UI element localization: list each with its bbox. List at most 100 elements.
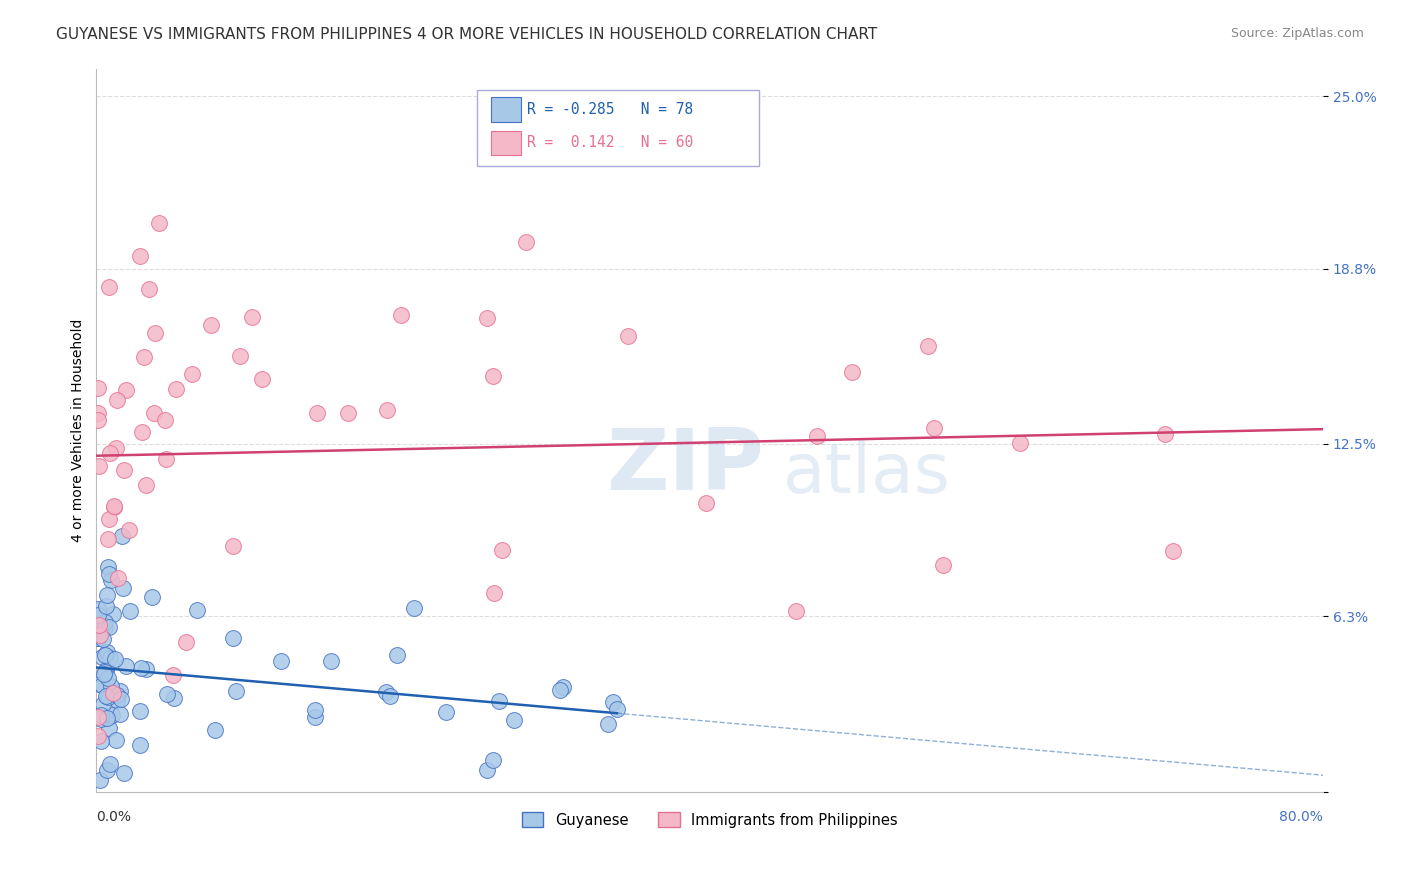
Point — [228, 349, 250, 363]
Point — [107, 571, 129, 585]
FancyBboxPatch shape — [477, 90, 759, 166]
FancyBboxPatch shape — [491, 97, 520, 122]
Point — [110, 691, 132, 706]
Point — [304, 710, 326, 724]
Point — [482, 753, 505, 767]
Point — [922, 420, 945, 434]
Text: R = -0.285   N = 78: R = -0.285 N = 78 — [527, 103, 693, 117]
Point — [90, 734, 112, 748]
Point — [165, 382, 187, 396]
Point — [695, 496, 717, 510]
Point — [1008, 436, 1031, 450]
Point — [163, 691, 186, 706]
Point — [105, 441, 128, 455]
Point — [89, 618, 111, 632]
Point — [108, 684, 131, 698]
Point — [87, 413, 110, 427]
Point — [98, 512, 121, 526]
Point — [129, 704, 152, 718]
Point — [118, 523, 141, 537]
Point — [389, 308, 412, 322]
Point — [105, 733, 128, 747]
Point — [135, 662, 157, 676]
Point — [250, 372, 273, 386]
Text: Source: ZipAtlas.com: Source: ZipAtlas.com — [1230, 27, 1364, 40]
Point — [204, 723, 226, 738]
Point — [90, 708, 112, 723]
Point — [87, 631, 110, 645]
Point — [141, 590, 163, 604]
Point — [143, 326, 166, 340]
Point — [503, 713, 526, 727]
Point — [101, 708, 124, 723]
Point — [488, 694, 510, 708]
Point — [96, 711, 118, 725]
Point — [96, 599, 118, 613]
Point — [142, 406, 165, 420]
Point — [96, 663, 118, 677]
Point — [91, 697, 114, 711]
Point — [89, 628, 111, 642]
Point — [548, 683, 571, 698]
Point — [617, 328, 640, 343]
Point — [87, 632, 110, 646]
Point — [105, 688, 128, 702]
Point — [222, 539, 245, 553]
Point — [200, 318, 222, 333]
Point — [111, 529, 134, 543]
Point — [375, 402, 398, 417]
Point — [225, 683, 247, 698]
Point — [89, 773, 111, 788]
Point — [785, 604, 807, 618]
Point — [155, 452, 177, 467]
Point — [112, 582, 135, 596]
Point — [304, 702, 326, 716]
Point — [841, 365, 863, 379]
Text: 0.0%: 0.0% — [97, 810, 131, 823]
Text: atlas: atlas — [783, 440, 952, 507]
Point — [337, 406, 360, 420]
Point — [606, 702, 628, 716]
Point — [222, 632, 245, 646]
Point — [112, 765, 135, 780]
Point — [148, 216, 170, 230]
Point — [98, 619, 121, 633]
Point — [115, 659, 138, 673]
Point — [87, 709, 110, 723]
Point — [97, 690, 120, 705]
Point — [128, 249, 150, 263]
FancyBboxPatch shape — [491, 131, 520, 155]
Point — [87, 677, 110, 691]
Point — [98, 446, 121, 460]
Point — [515, 235, 537, 249]
Point — [806, 429, 828, 443]
Point — [270, 654, 292, 668]
Point — [477, 763, 499, 777]
Point — [180, 367, 202, 381]
Point — [91, 650, 114, 665]
Point — [98, 757, 121, 772]
Point — [103, 499, 125, 513]
Point — [138, 282, 160, 296]
Point — [94, 619, 117, 633]
Point — [96, 588, 118, 602]
Point — [917, 339, 939, 353]
Point — [97, 722, 120, 736]
Point — [87, 381, 110, 395]
Point — [553, 680, 575, 694]
Point — [434, 706, 457, 720]
Point — [240, 310, 263, 325]
Point — [96, 689, 118, 703]
Point — [98, 651, 121, 665]
Point — [491, 542, 513, 557]
Point — [319, 654, 342, 668]
Point — [475, 310, 498, 325]
Point — [385, 648, 408, 662]
Point — [155, 687, 177, 701]
Point — [93, 667, 115, 681]
Point — [97, 533, 120, 547]
Point — [932, 558, 955, 572]
Point — [100, 574, 122, 588]
Text: R =  0.142   N = 60: R = 0.142 N = 60 — [527, 136, 693, 151]
Point — [97, 671, 120, 685]
